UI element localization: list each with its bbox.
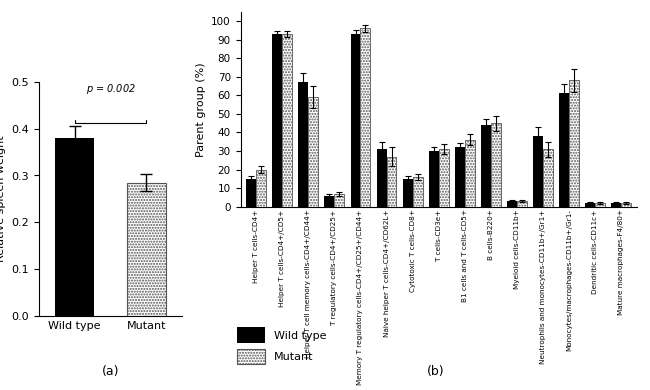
Bar (507, 201, 517, 207)
Text: (b): (b) (426, 365, 445, 378)
Bar (55, 138, 94, 316)
Legend: Wild type, Mutant: Wild type, Mutant (233, 323, 331, 369)
Y-axis label: Relative spleen weight: Relative spleen weight (0, 136, 6, 262)
Bar (621, 203, 631, 207)
Bar (350, 34, 361, 207)
Bar (595, 203, 605, 207)
Bar (403, 179, 413, 207)
Bar (533, 136, 543, 207)
Bar (481, 125, 491, 207)
Bar (612, 203, 621, 207)
Bar (387, 156, 396, 207)
Bar (298, 82, 308, 207)
Bar (361, 28, 370, 207)
Bar (586, 203, 595, 207)
Bar (439, 149, 448, 207)
Bar (543, 149, 553, 207)
Text: (a): (a) (102, 365, 119, 378)
Bar (455, 147, 465, 207)
Text: $p$ = 0.002: $p$ = 0.002 (86, 82, 135, 96)
Bar (491, 123, 501, 207)
Bar (559, 94, 569, 207)
Bar (246, 179, 256, 207)
Bar (272, 34, 282, 207)
Bar (569, 80, 579, 207)
Bar (413, 177, 422, 207)
Bar (127, 183, 166, 316)
Bar (429, 151, 439, 207)
Bar (282, 34, 292, 207)
Bar (334, 194, 345, 207)
Bar (308, 97, 318, 207)
Bar (517, 201, 527, 207)
Bar (376, 149, 387, 207)
Bar (465, 140, 474, 207)
Y-axis label: Parent group (%): Parent group (%) (196, 62, 205, 156)
Bar (256, 170, 266, 207)
Bar (324, 195, 334, 207)
